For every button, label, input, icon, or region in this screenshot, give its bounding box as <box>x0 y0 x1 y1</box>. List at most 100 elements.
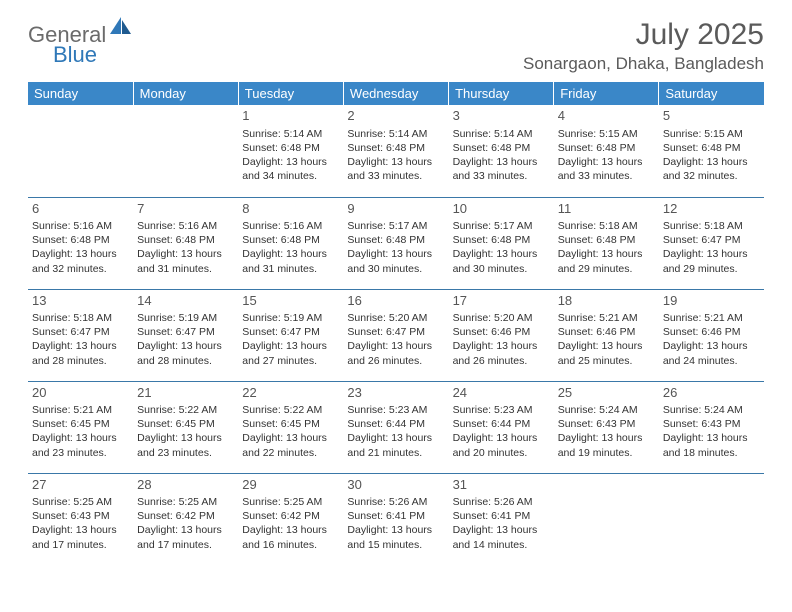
calendar-cell: 25Sunrise: 5:24 AMSunset: 6:43 PMDayligh… <box>554 381 659 473</box>
day-number: 6 <box>32 198 129 220</box>
calendar-cell <box>554 473 659 565</box>
day-details: Sunrise: 5:19 AMSunset: 6:47 PMDaylight:… <box>242 311 339 368</box>
calendar-week-row: 13Sunrise: 5:18 AMSunset: 6:47 PMDayligh… <box>28 289 764 381</box>
day-number: 5 <box>663 105 760 127</box>
calendar-cell: 4Sunrise: 5:15 AMSunset: 6:48 PMDaylight… <box>554 105 659 197</box>
calendar-cell: 27Sunrise: 5:25 AMSunset: 6:43 PMDayligh… <box>28 473 133 565</box>
day-number: 15 <box>242 290 339 312</box>
day-details: Sunrise: 5:17 AMSunset: 6:48 PMDaylight:… <box>453 219 550 276</box>
day-number: 10 <box>453 198 550 220</box>
day-number: 7 <box>137 198 234 220</box>
day-number: 17 <box>453 290 550 312</box>
calendar-cell: 30Sunrise: 5:26 AMSunset: 6:41 PMDayligh… <box>343 473 448 565</box>
day-number: 8 <box>242 198 339 220</box>
day-details: Sunrise: 5:14 AMSunset: 6:48 PMDaylight:… <box>453 127 550 184</box>
calendar-cell: 21Sunrise: 5:22 AMSunset: 6:45 PMDayligh… <box>133 381 238 473</box>
calendar-cell: 6Sunrise: 5:16 AMSunset: 6:48 PMDaylight… <box>28 197 133 289</box>
logo-blue-wrap: Blue <box>53 42 97 68</box>
calendar-cell: 31Sunrise: 5:26 AMSunset: 6:41 PMDayligh… <box>449 473 554 565</box>
calendar-cell: 8Sunrise: 5:16 AMSunset: 6:48 PMDaylight… <box>238 197 343 289</box>
calendar-week-row: 20Sunrise: 5:21 AMSunset: 6:45 PMDayligh… <box>28 381 764 473</box>
day-number: 27 <box>32 474 129 496</box>
calendar-cell: 1Sunrise: 5:14 AMSunset: 6:48 PMDaylight… <box>238 105 343 197</box>
day-number: 2 <box>347 105 444 127</box>
day-details: Sunrise: 5:21 AMSunset: 6:46 PMDaylight:… <box>558 311 655 368</box>
day-header: Wednesday <box>343 82 448 105</box>
calendar-cell: 20Sunrise: 5:21 AMSunset: 6:45 PMDayligh… <box>28 381 133 473</box>
day-header: Monday <box>133 82 238 105</box>
calendar-cell <box>133 105 238 197</box>
logo-text-blue: Blue <box>53 42 97 67</box>
day-details: Sunrise: 5:15 AMSunset: 6:48 PMDaylight:… <box>663 127 760 184</box>
day-details: Sunrise: 5:21 AMSunset: 6:46 PMDaylight:… <box>663 311 760 368</box>
day-number: 22 <box>242 382 339 404</box>
day-details: Sunrise: 5:22 AMSunset: 6:45 PMDaylight:… <box>242 403 339 460</box>
day-details: Sunrise: 5:16 AMSunset: 6:48 PMDaylight:… <box>32 219 129 276</box>
day-number: 13 <box>32 290 129 312</box>
calendar-cell: 2Sunrise: 5:14 AMSunset: 6:48 PMDaylight… <box>343 105 448 197</box>
day-details: Sunrise: 5:25 AMSunset: 6:42 PMDaylight:… <box>242 495 339 552</box>
day-number: 14 <box>137 290 234 312</box>
day-details: Sunrise: 5:21 AMSunset: 6:45 PMDaylight:… <box>32 403 129 460</box>
calendar-body: 1Sunrise: 5:14 AMSunset: 6:48 PMDaylight… <box>28 105 764 565</box>
day-header: Tuesday <box>238 82 343 105</box>
calendar-cell <box>28 105 133 197</box>
calendar-cell: 3Sunrise: 5:14 AMSunset: 6:48 PMDaylight… <box>449 105 554 197</box>
day-header: Thursday <box>449 82 554 105</box>
day-header: Friday <box>554 82 659 105</box>
day-number: 21 <box>137 382 234 404</box>
month-title: July 2025 <box>523 18 764 52</box>
location: Sonargaon, Dhaka, Bangladesh <box>523 54 764 74</box>
day-details: Sunrise: 5:25 AMSunset: 6:43 PMDaylight:… <box>32 495 129 552</box>
day-header: Saturday <box>659 82 764 105</box>
day-details: Sunrise: 5:14 AMSunset: 6:48 PMDaylight:… <box>242 127 339 184</box>
day-details: Sunrise: 5:19 AMSunset: 6:47 PMDaylight:… <box>137 311 234 368</box>
day-details: Sunrise: 5:18 AMSunset: 6:48 PMDaylight:… <box>558 219 655 276</box>
day-details: Sunrise: 5:25 AMSunset: 6:42 PMDaylight:… <box>137 495 234 552</box>
day-number: 16 <box>347 290 444 312</box>
day-details: Sunrise: 5:18 AMSunset: 6:47 PMDaylight:… <box>32 311 129 368</box>
day-details: Sunrise: 5:26 AMSunset: 6:41 PMDaylight:… <box>347 495 444 552</box>
day-details: Sunrise: 5:24 AMSunset: 6:43 PMDaylight:… <box>663 403 760 460</box>
calendar-cell: 24Sunrise: 5:23 AMSunset: 6:44 PMDayligh… <box>449 381 554 473</box>
day-header: Sunday <box>28 82 133 105</box>
calendar-week-row: 1Sunrise: 5:14 AMSunset: 6:48 PMDaylight… <box>28 105 764 197</box>
day-details: Sunrise: 5:26 AMSunset: 6:41 PMDaylight:… <box>453 495 550 552</box>
day-details: Sunrise: 5:23 AMSunset: 6:44 PMDaylight:… <box>453 403 550 460</box>
title-block: July 2025 Sonargaon, Dhaka, Bangladesh <box>523 18 764 74</box>
day-details: Sunrise: 5:20 AMSunset: 6:46 PMDaylight:… <box>453 311 550 368</box>
day-number: 1 <box>242 105 339 127</box>
day-details: Sunrise: 5:16 AMSunset: 6:48 PMDaylight:… <box>137 219 234 276</box>
day-details: Sunrise: 5:15 AMSunset: 6:48 PMDaylight:… <box>558 127 655 184</box>
day-details: Sunrise: 5:17 AMSunset: 6:48 PMDaylight:… <box>347 219 444 276</box>
day-number: 20 <box>32 382 129 404</box>
calendar-cell: 11Sunrise: 5:18 AMSunset: 6:48 PMDayligh… <box>554 197 659 289</box>
day-number: 12 <box>663 198 760 220</box>
calendar-cell: 26Sunrise: 5:24 AMSunset: 6:43 PMDayligh… <box>659 381 764 473</box>
calendar-cell: 18Sunrise: 5:21 AMSunset: 6:46 PMDayligh… <box>554 289 659 381</box>
day-number: 4 <box>558 105 655 127</box>
day-number: 29 <box>242 474 339 496</box>
calendar-cell: 14Sunrise: 5:19 AMSunset: 6:47 PMDayligh… <box>133 289 238 381</box>
calendar-cell: 29Sunrise: 5:25 AMSunset: 6:42 PMDayligh… <box>238 473 343 565</box>
calendar-cell: 13Sunrise: 5:18 AMSunset: 6:47 PMDayligh… <box>28 289 133 381</box>
calendar-cell: 23Sunrise: 5:23 AMSunset: 6:44 PMDayligh… <box>343 381 448 473</box>
calendar-cell: 10Sunrise: 5:17 AMSunset: 6:48 PMDayligh… <box>449 197 554 289</box>
day-number: 18 <box>558 290 655 312</box>
day-details: Sunrise: 5:22 AMSunset: 6:45 PMDaylight:… <box>137 403 234 460</box>
calendar-cell: 15Sunrise: 5:19 AMSunset: 6:47 PMDayligh… <box>238 289 343 381</box>
calendar-header-row: Sunday Monday Tuesday Wednesday Thursday… <box>28 82 764 105</box>
calendar-week-row: 6Sunrise: 5:16 AMSunset: 6:48 PMDaylight… <box>28 197 764 289</box>
day-number: 30 <box>347 474 444 496</box>
calendar-cell: 7Sunrise: 5:16 AMSunset: 6:48 PMDaylight… <box>133 197 238 289</box>
day-number: 26 <box>663 382 760 404</box>
calendar-page: General July 2025 Sonargaon, Dhaka, Bang… <box>0 0 792 585</box>
day-number: 23 <box>347 382 444 404</box>
day-details: Sunrise: 5:14 AMSunset: 6:48 PMDaylight:… <box>347 127 444 184</box>
calendar-table: Sunday Monday Tuesday Wednesday Thursday… <box>28 82 764 565</box>
day-details: Sunrise: 5:20 AMSunset: 6:47 PMDaylight:… <box>347 311 444 368</box>
day-number: 28 <box>137 474 234 496</box>
calendar-cell: 16Sunrise: 5:20 AMSunset: 6:47 PMDayligh… <box>343 289 448 381</box>
calendar-week-row: 27Sunrise: 5:25 AMSunset: 6:43 PMDayligh… <box>28 473 764 565</box>
calendar-cell: 12Sunrise: 5:18 AMSunset: 6:47 PMDayligh… <box>659 197 764 289</box>
